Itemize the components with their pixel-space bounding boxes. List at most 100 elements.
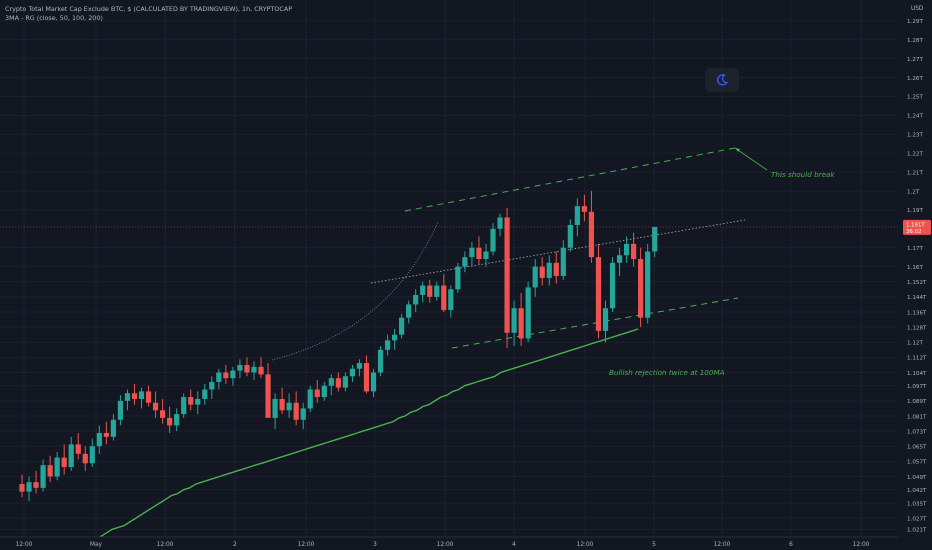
candle-body bbox=[47, 465, 53, 477]
price-tick-label: 1.035T bbox=[907, 501, 927, 507]
time-tick-label: 4 bbox=[512, 542, 516, 548]
theme-toggle-button[interactable] bbox=[705, 68, 739, 92]
candle bbox=[26, 476, 32, 502]
candle-body bbox=[19, 484, 25, 492]
candle bbox=[420, 281, 426, 303]
candle-body bbox=[174, 414, 180, 426]
candle bbox=[230, 366, 236, 386]
candle bbox=[286, 393, 292, 418]
candle bbox=[188, 389, 194, 411]
candle bbox=[525, 281, 531, 343]
candle-body bbox=[131, 393, 138, 399]
curve-line bbox=[271, 221, 439, 361]
candle bbox=[349, 364, 356, 382]
channel-mid-line bbox=[370, 219, 746, 284]
candle-body bbox=[54, 457, 60, 477]
candle bbox=[124, 389, 131, 411]
candle bbox=[497, 213, 503, 237]
candle bbox=[518, 293, 524, 347]
candle-body bbox=[420, 285, 426, 295]
candle-body bbox=[427, 285, 433, 297]
candle bbox=[223, 364, 229, 384]
candle bbox=[195, 391, 201, 415]
candle bbox=[595, 243, 602, 339]
annotation-text: Bullish rejection twice at 100MA bbox=[609, 368, 725, 377]
candle bbox=[314, 380, 320, 403]
candle-body bbox=[335, 378, 341, 388]
candle-body bbox=[307, 389, 313, 409]
candle bbox=[645, 243, 651, 324]
price-tick-label: 1.097T bbox=[907, 384, 927, 390]
candle-body bbox=[384, 340, 391, 350]
price-tick-label: 1.021T bbox=[907, 528, 927, 534]
price-tick-label: 1.057T bbox=[907, 460, 927, 466]
candle bbox=[328, 374, 334, 396]
price-axis[interactable]: 1.29T 1.28T 1.27T 1.26T 1.25T 1.24T 1.23T 1.22T… bbox=[903, 6, 931, 534]
candle bbox=[539, 257, 545, 286]
candle bbox=[574, 198, 580, 237]
candle-body bbox=[209, 381, 215, 390]
candle bbox=[216, 368, 222, 390]
candle-body bbox=[82, 453, 88, 464]
candle bbox=[202, 383, 208, 405]
indicator-legend[interactable]: 3MA - RG (close, 50, 100, 200) bbox=[5, 14, 103, 22]
time-tick-label: 12:00 bbox=[853, 542, 870, 548]
candle bbox=[638, 247, 644, 328]
candle-body bbox=[349, 368, 356, 377]
candle bbox=[279, 387, 285, 415]
price-tick-label: 1.12T bbox=[907, 341, 923, 347]
candle-body bbox=[413, 294, 419, 305]
price-tick-label: 1.27T bbox=[907, 57, 923, 63]
candle-body bbox=[490, 228, 496, 252]
candle bbox=[321, 381, 327, 401]
candle-body bbox=[623, 243, 630, 256]
price-tick-label: 1.29T bbox=[907, 19, 923, 25]
candle bbox=[567, 219, 573, 252]
price-tick-label: 1.26T bbox=[907, 76, 923, 82]
candle-body bbox=[103, 433, 109, 437]
annotation-layer: This should break Bullish rejection twice… bbox=[609, 170, 835, 377]
price-tick-label: 1.16T bbox=[907, 265, 923, 271]
candle bbox=[272, 393, 278, 430]
candle-body bbox=[370, 372, 377, 392]
candle-body bbox=[609, 262, 616, 309]
candle-body bbox=[497, 217, 503, 229]
price-tick-label: 1.144T bbox=[907, 295, 927, 301]
candle bbox=[434, 281, 440, 301]
candle bbox=[89, 438, 95, 468]
candle bbox=[237, 359, 243, 379]
price-tick-label: 1.089T bbox=[907, 399, 927, 405]
time-tick-label: 12:00 bbox=[437, 542, 454, 548]
candle bbox=[588, 190, 595, 263]
candle-body bbox=[181, 397, 187, 415]
candle-body bbox=[328, 378, 334, 386]
candle bbox=[483, 243, 489, 267]
candle-body bbox=[68, 444, 74, 468]
price-tick-label: 1.027T bbox=[907, 516, 927, 522]
candle-body bbox=[455, 266, 461, 290]
candle bbox=[47, 455, 53, 483]
candle bbox=[68, 436, 74, 471]
price-tick-label: 1.17T bbox=[907, 246, 923, 252]
candle bbox=[384, 334, 391, 356]
candle bbox=[455, 262, 461, 294]
moving-average-line bbox=[99, 328, 639, 538]
moving-average-layer bbox=[99, 328, 639, 538]
candles-layer[interactable] bbox=[19, 190, 658, 502]
time-axis[interactable]: 12:00 May 12:00 2 12:00 3 12:00 4 12:00 5 12:00 6 12… bbox=[0, 536, 898, 548]
candle bbox=[244, 357, 250, 377]
candle-body bbox=[89, 446, 95, 464]
time-tick-label: 5 bbox=[652, 542, 656, 548]
candle bbox=[532, 259, 538, 297]
candle-body bbox=[406, 304, 412, 318]
moon-icon bbox=[717, 74, 729, 86]
candle-body bbox=[448, 289, 454, 311]
candle-body bbox=[546, 262, 552, 278]
candle-body bbox=[293, 402, 299, 420]
candle bbox=[300, 402, 306, 430]
candle-body bbox=[279, 398, 285, 411]
candle bbox=[560, 240, 566, 280]
candle-body bbox=[138, 391, 145, 399]
candle-body bbox=[532, 266, 538, 288]
